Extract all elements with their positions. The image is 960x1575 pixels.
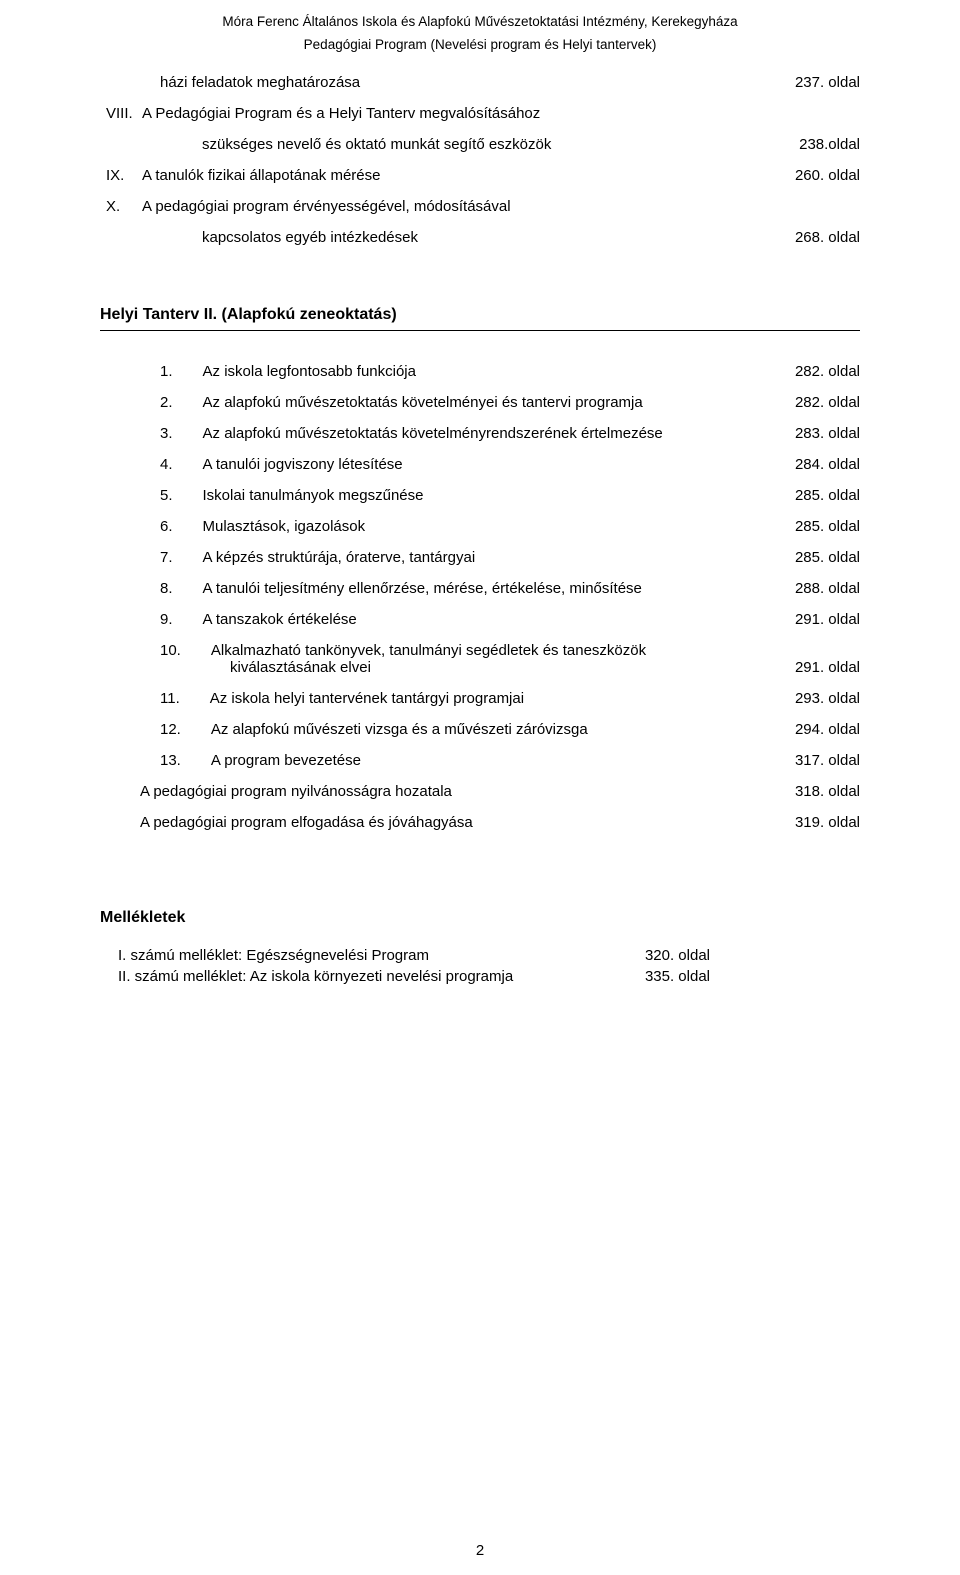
section-heading-helyi-tanterv-ii: Helyi Tanterv II. (Alapfokú zeneoktatás)	[100, 306, 860, 324]
document-header: Móra Ferenc Általános Iskola és Alapfokú…	[100, 14, 860, 52]
appendix-page: 335. oldal	[633, 968, 860, 985]
toc-row: VIII. A Pedagógiai Program és a Helyi Ta…	[100, 105, 860, 122]
toc-page: 288. oldal	[783, 580, 860, 597]
toc-text: szükséges nevelő és oktató munkát segítő…	[100, 136, 551, 153]
toc-row: házi feladatok meghatározása 237. oldal	[100, 74, 860, 91]
toc-num: 12.	[160, 721, 211, 738]
toc-num: 10.	[160, 642, 211, 659]
toc-row: 12.Az alapfokú művészeti vizsga és a műv…	[100, 721, 860, 738]
toc-row: 4.A tanulói jogviszony létesítése 284. o…	[100, 456, 860, 473]
toc-page: 293. oldal	[783, 690, 860, 707]
toc-num: 9.	[160, 611, 203, 628]
toc-text: Az iskola legfontosabb funkciója	[203, 363, 416, 380]
toc-text: kapcsolatos egyéb intézkedések	[100, 229, 418, 246]
toc-text: Mulasztások, igazolások	[203, 518, 366, 535]
toc-text: Az alapfokú művészetoktatás követelményr…	[203, 425, 663, 442]
toc-page: 238.oldal	[787, 136, 860, 153]
toc-page: 285. oldal	[783, 487, 860, 504]
toc-row: A pedagógiai program elfogadása és jóváh…	[100, 814, 860, 831]
toc-text: házi feladatok meghatározása	[100, 74, 360, 91]
toc-row: 10.Alkalmazható tankönyvek, tanulmányi s…	[100, 642, 860, 676]
toc-page: 237. oldal	[783, 74, 860, 91]
toc-row: kapcsolatos egyéb intézkedések 268. olda…	[100, 229, 860, 246]
toc-row: 1.Az iskola legfontosabb funkciója 282. …	[100, 363, 860, 380]
toc-section-2: 1.Az iskola legfontosabb funkciója 282. …	[100, 363, 860, 831]
page-number: 2	[0, 1542, 960, 1559]
toc-text: Az alapfokú művészeti vizsga és a művész…	[211, 721, 588, 738]
toc-text: Az iskola helyi tantervének tantárgyi pr…	[210, 690, 524, 707]
toc-num: 6.	[160, 518, 203, 535]
toc-row: 2.Az alapfokú művészetoktatás követelmén…	[100, 394, 860, 411]
toc-text: A program bevezetése	[211, 752, 361, 769]
toc-text: A tanulói teljesítmény ellenőrzése, méré…	[203, 580, 642, 597]
toc-text: A Pedagógiai Program és a Helyi Tanterv …	[142, 105, 540, 122]
appendix-heading: Mellékletek	[100, 909, 860, 927]
toc-num: 4.	[160, 456, 203, 473]
toc-page: 291. oldal	[783, 611, 860, 628]
toc-text: Alkalmazható tankönyvek, tanulmányi segé…	[211, 642, 646, 659]
appendix-row: II. számú melléklet: Az iskola környezet…	[100, 968, 860, 985]
toc-num: VIII.	[100, 105, 142, 122]
toc-text: A tanszakok értékelése	[203, 611, 357, 628]
toc-text: Az alapfokú művészetoktatás követelménye…	[203, 394, 643, 411]
toc-section-1: házi feladatok meghatározása 237. oldal …	[100, 74, 860, 246]
toc-row: X. A pedagógiai program érvényességével,…	[100, 198, 860, 215]
appendix-list: I. számú melléklet: Egészségnevelési Pro…	[100, 947, 860, 985]
toc-page: 260. oldal	[783, 167, 860, 184]
toc-page: 283. oldal	[783, 425, 860, 442]
toc-page: 291. oldal	[783, 659, 860, 676]
toc-num: 3.	[160, 425, 203, 442]
toc-num: X.	[100, 198, 142, 215]
toc-page: 268. oldal	[783, 229, 860, 246]
toc-row: 7.A képzés struktúrája, óraterve, tantár…	[100, 549, 860, 566]
toc-page: 285. oldal	[783, 518, 860, 535]
toc-text: A képzés struktúrája, óraterve, tantárgy…	[203, 549, 476, 566]
toc-row: IX. A tanulók fizikai állapotának mérése…	[100, 167, 860, 184]
toc-row: 6.Mulasztások, igazolások 285. oldal	[100, 518, 860, 535]
toc-text: A pedagógiai program nyilvánosságra hoza…	[140, 783, 452, 800]
toc-page: 282. oldal	[783, 363, 860, 380]
toc-text: Iskolai tanulmányok megszűnése	[203, 487, 424, 504]
toc-row: szükséges nevelő és oktató munkát segítő…	[100, 136, 860, 153]
toc-num: IX.	[100, 167, 142, 184]
toc-num: 2.	[160, 394, 203, 411]
toc-row: A pedagógiai program nyilvánosságra hoza…	[100, 783, 860, 800]
toc-text: A tanulói jogviszony létesítése	[203, 456, 403, 473]
toc-row: 8.A tanulói teljesítmény ellenőrzése, mé…	[100, 580, 860, 597]
toc-num: 7.	[160, 549, 203, 566]
toc-row: 3.Az alapfokú művészetoktatás követelmén…	[100, 425, 860, 442]
toc-num: 5.	[160, 487, 203, 504]
appendix-row: I. számú melléklet: Egészségnevelési Pro…	[100, 947, 860, 964]
toc-num: 8.	[160, 580, 203, 597]
toc-num: 1.	[160, 363, 203, 380]
toc-page: 294. oldal	[783, 721, 860, 738]
toc-text: A pedagógiai program érvényességével, mó…	[142, 198, 511, 215]
header-subtitle: Pedagógiai Program (Nevelési program és …	[100, 37, 860, 52]
toc-row: 13.A program bevezetése 317. oldal	[100, 752, 860, 769]
toc-page: 284. oldal	[783, 456, 860, 473]
toc-page: 317. oldal	[783, 752, 860, 769]
toc-page: 318. oldal	[783, 783, 860, 800]
header-institution: Móra Ferenc Általános Iskola és Alapfokú…	[100, 14, 860, 29]
toc-text-cont: kiválasztásának elvei	[160, 659, 646, 676]
toc-text: A pedagógiai program elfogadása és jóváh…	[140, 814, 473, 831]
toc-page: 282. oldal	[783, 394, 860, 411]
toc-row: 9.A tanszakok értékelése 291. oldal	[100, 611, 860, 628]
toc-page: 319. oldal	[783, 814, 860, 831]
appendix-text: II. számú melléklet: Az iskola környezet…	[100, 968, 513, 985]
toc-row: 11.Az iskola helyi tantervének tantárgyi…	[100, 690, 860, 707]
divider	[100, 330, 860, 331]
toc-num: 11.	[160, 690, 210, 707]
toc-text: A tanulók fizikai állapotának mérése	[142, 167, 380, 184]
toc-num: 13.	[160, 752, 211, 769]
toc-page: 285. oldal	[783, 549, 860, 566]
appendix-text: I. számú melléklet: Egészségnevelési Pro…	[100, 947, 429, 964]
toc-row: 5.Iskolai tanulmányok megszűnése 285. ol…	[100, 487, 860, 504]
appendix-page: 320. oldal	[633, 947, 860, 964]
